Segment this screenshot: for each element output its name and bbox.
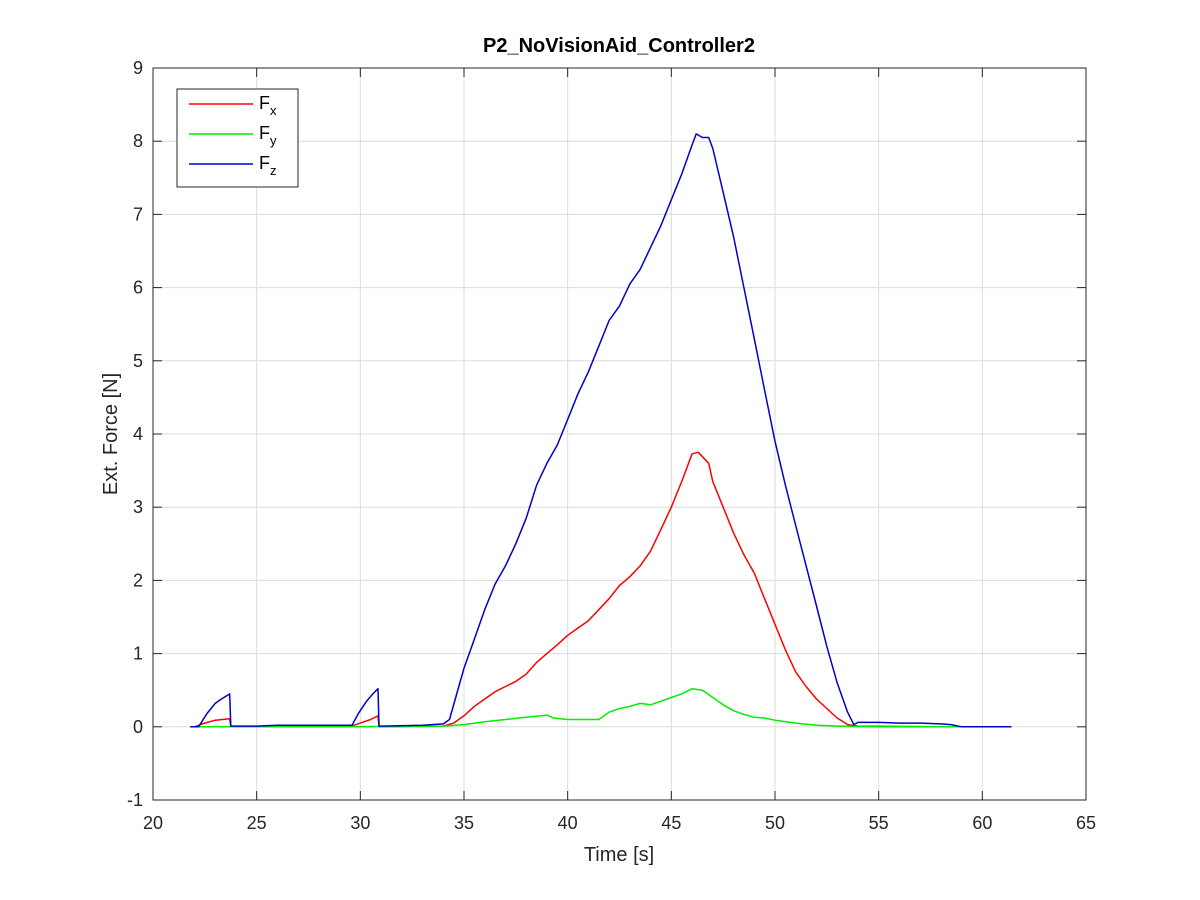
y-tick-label: 2 (133, 570, 143, 590)
y-tick-label: 5 (133, 351, 143, 371)
x-tick-label: 45 (661, 813, 681, 833)
y-tick-label: -1 (127, 790, 143, 810)
y-tick-label: 6 (133, 278, 143, 298)
x-tick-label: 25 (247, 813, 267, 833)
y-tick-label: 0 (133, 717, 143, 737)
series-line-fy (190, 687, 1012, 728)
legend-label-main: F (259, 93, 270, 113)
x-axis-label: Time [s] (584, 844, 654, 866)
legend-label-fz: Fz (259, 153, 277, 178)
x-tick-label: 35 (454, 813, 474, 833)
y-tick-label: 8 (133, 131, 143, 151)
chart-title: P2_NoVisionAid_Controller2 (483, 35, 755, 57)
y-tick-label: 9 (133, 58, 143, 78)
y-tick-label: 4 (133, 424, 143, 444)
y-tick-label: 1 (133, 644, 143, 664)
y-axis-label: Ext. Force [N] (100, 373, 122, 495)
x-tick-label: 55 (869, 813, 889, 833)
x-tick-label: 65 (1076, 813, 1096, 833)
series-line-fz (190, 133, 1012, 728)
legend-label-main: F (259, 123, 270, 143)
x-tick-label: 60 (972, 813, 992, 833)
y-tick-label: 3 (133, 497, 143, 517)
x-tick-label: 20 (143, 813, 163, 833)
plot-lines (190, 133, 1012, 728)
x-tick-label: 50 (765, 813, 785, 833)
legend-label-main: F (259, 153, 270, 173)
x-tick-label: 40 (558, 813, 578, 833)
legend-label-fx: Fx (259, 93, 277, 118)
legend-box (176, 88, 299, 188)
x-tick-label: 30 (350, 813, 370, 833)
legend-label-fy: Fy (259, 123, 277, 148)
legend-label-subscript: z (270, 163, 277, 178)
y-tick-label: 7 (133, 204, 143, 224)
legend-label-subscript: y (270, 133, 277, 148)
legend-label-subscript: x (270, 103, 277, 118)
